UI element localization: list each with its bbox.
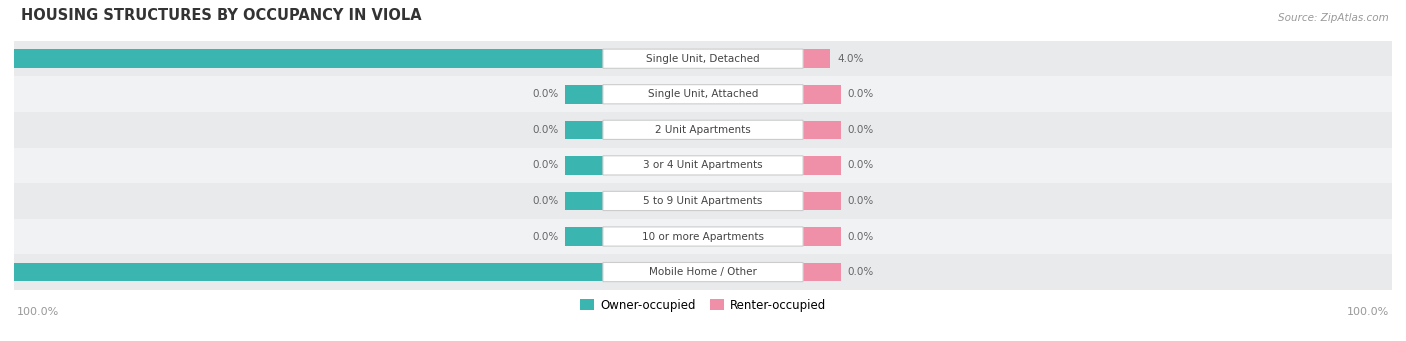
Text: 0.0%: 0.0% <box>531 125 558 135</box>
FancyBboxPatch shape <box>603 120 803 139</box>
Bar <box>803 227 841 246</box>
FancyBboxPatch shape <box>603 191 803 210</box>
FancyBboxPatch shape <box>603 49 803 68</box>
Text: 4.0%: 4.0% <box>838 54 863 64</box>
Text: 0.0%: 0.0% <box>848 232 875 241</box>
Bar <box>14 148 1392 183</box>
Bar <box>803 263 841 281</box>
Bar <box>14 41 1392 76</box>
Bar <box>14 254 1392 290</box>
Text: 0.0%: 0.0% <box>531 232 558 241</box>
Bar <box>0 49 603 68</box>
Text: 100.0%: 100.0% <box>17 307 59 317</box>
Text: Mobile Home / Other: Mobile Home / Other <box>650 267 756 277</box>
Bar <box>803 49 831 68</box>
Bar <box>14 183 1392 219</box>
Bar <box>803 85 841 104</box>
Legend: Owner-occupied, Renter-occupied: Owner-occupied, Renter-occupied <box>575 294 831 316</box>
Text: Single Unit, Detached: Single Unit, Detached <box>647 54 759 64</box>
Text: 0.0%: 0.0% <box>848 267 875 277</box>
Text: 0.0%: 0.0% <box>848 89 875 99</box>
Text: 2 Unit Apartments: 2 Unit Apartments <box>655 125 751 135</box>
Bar <box>565 121 603 139</box>
Text: 3 or 4 Unit Apartments: 3 or 4 Unit Apartments <box>643 160 763 170</box>
Text: 0.0%: 0.0% <box>848 196 875 206</box>
Bar <box>565 156 603 175</box>
FancyBboxPatch shape <box>603 85 803 104</box>
FancyBboxPatch shape <box>603 156 803 175</box>
Bar <box>803 121 841 139</box>
Text: HOUSING STRUCTURES BY OCCUPANCY IN VIOLA: HOUSING STRUCTURES BY OCCUPANCY IN VIOLA <box>21 9 422 24</box>
FancyBboxPatch shape <box>603 227 803 246</box>
Bar <box>14 112 1392 148</box>
Text: 100.0%: 100.0% <box>1347 307 1389 317</box>
FancyBboxPatch shape <box>603 263 803 282</box>
Bar <box>0 263 603 281</box>
Bar <box>565 227 603 246</box>
Text: 0.0%: 0.0% <box>531 89 558 99</box>
Bar <box>565 192 603 210</box>
Text: 0.0%: 0.0% <box>848 125 875 135</box>
Text: Single Unit, Attached: Single Unit, Attached <box>648 89 758 99</box>
Bar <box>803 156 841 175</box>
Text: Source: ZipAtlas.com: Source: ZipAtlas.com <box>1278 14 1389 24</box>
Bar <box>14 76 1392 112</box>
Text: 0.0%: 0.0% <box>531 160 558 170</box>
Text: 10 or more Apartments: 10 or more Apartments <box>643 232 763 241</box>
Bar <box>803 192 841 210</box>
Text: 0.0%: 0.0% <box>531 196 558 206</box>
Bar <box>14 219 1392 254</box>
Text: 0.0%: 0.0% <box>848 160 875 170</box>
Bar <box>565 85 603 104</box>
Text: 5 to 9 Unit Apartments: 5 to 9 Unit Apartments <box>644 196 762 206</box>
